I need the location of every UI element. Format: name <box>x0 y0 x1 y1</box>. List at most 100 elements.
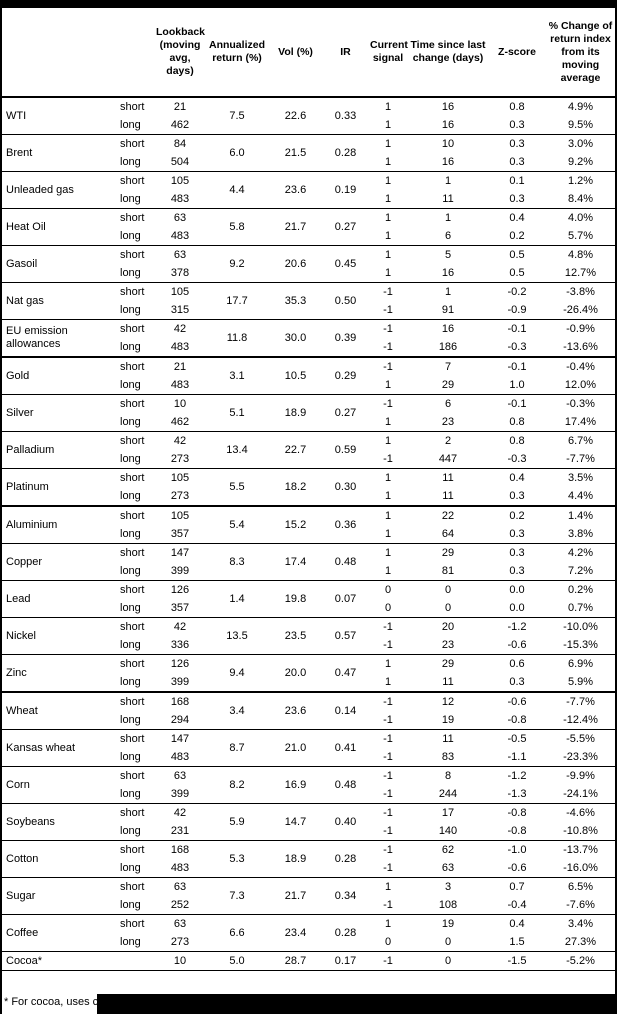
z-score-value: -0.3 <box>507 453 527 465</box>
current-signal-value: -1 <box>368 319 408 338</box>
commodity-name: Cocoa* <box>2 951 112 971</box>
pct-change-value: 3.0% <box>546 134 615 153</box>
leg-label: long <box>120 565 141 577</box>
days-since-change-value: 1 <box>408 171 488 190</box>
z-score-value: 0.3 <box>488 134 546 153</box>
days-since-change-value: 0 <box>444 602 452 614</box>
ir-value: 0.33 <box>334 110 357 122</box>
days-since-change-value: 16 <box>441 119 455 131</box>
momentum-signals-table: Lookback (moving avg, days) Annualized re… <box>2 8 615 971</box>
leg-label: long <box>120 714 141 726</box>
vol-value: 23.6 <box>268 691 323 730</box>
ir-value: 0.28 <box>323 134 368 172</box>
leg-label: short <box>112 803 154 822</box>
days-since-change-value: 17 <box>408 803 488 822</box>
leg-label: short <box>112 617 154 636</box>
z-score-value: 0.3 <box>509 676 525 688</box>
pct-change-value: -3.8% <box>546 282 615 301</box>
pct-change-value: 4.2% <box>546 543 615 562</box>
table-row: long 357 0 0 0.0 0.7% <box>2 599 615 618</box>
leg-label: short <box>112 394 154 413</box>
days-since-change-value: 20 <box>408 617 488 636</box>
current-signal-value: 1 <box>384 101 392 113</box>
leg-label: short <box>112 729 154 748</box>
commodity-name: Cotton <box>2 840 112 878</box>
vol-value: 19.8 <box>268 580 323 618</box>
z-score-value: -0.3 <box>507 341 527 353</box>
annualized-return-value: 3.1 <box>206 356 268 395</box>
commodity-name: Coffee <box>2 914 112 952</box>
commodity-name: Wheat <box>2 691 112 730</box>
lookback-value: 147 <box>154 543 206 562</box>
current-signal-value: 0 <box>368 580 408 599</box>
commodity-name: Platinum <box>2 468 112 506</box>
table-row: long 399 1 11 0.3 5.9% <box>2 673 615 692</box>
days-since-change-value: 23 <box>441 416 455 428</box>
lookback-value: 273 <box>170 936 190 948</box>
leg-label: long <box>120 751 141 763</box>
commodity-name: Nickel <box>2 617 112 655</box>
commodity-name: Gold <box>2 356 112 395</box>
leg-label: short <box>112 654 154 673</box>
current-signal-value: 1 <box>368 208 408 227</box>
pct-change-value: -13.6% <box>563 341 598 353</box>
current-signal-value: -1 <box>368 840 408 859</box>
current-signal-value: -1 <box>383 899 393 911</box>
annualized-return-value: 9.4 <box>206 654 268 692</box>
table-row: EU emission allowances short 42 11.8 30.0 0.3… <box>2 319 615 357</box>
z-score-value: 0.8 <box>509 416 525 428</box>
column-header-3: Annualized return (%) <box>206 8 268 98</box>
current-signal-value: -1 <box>383 341 393 353</box>
table-row: long 462 1 23 0.8 17.4% <box>2 413 615 432</box>
table-row: Lead short 126 1.4 19.8 0.07 0 0 0.0 0.2% <box>2 580 615 618</box>
current-signal-value: 1 <box>384 490 392 502</box>
commodity-name: Silver <box>2 394 112 432</box>
lookback-value: 63 <box>154 877 206 896</box>
annualized-return-value: 5.1 <box>206 394 268 432</box>
current-signal-value: 1 <box>384 416 392 428</box>
table-row: long 273 1 11 0.3 4.4% <box>2 487 615 506</box>
pct-change-value: 7.2% <box>567 565 594 577</box>
footnote-text: * For cocoa, uses c <box>4 995 99 1014</box>
table-row: Gold short 21 3.1 10.5 0.29 -1 7 -0.1 -0.4% <box>2 356 615 395</box>
days-since-change-value: 11 <box>408 729 488 748</box>
table-row: long 273 -1 447 -0.3 -7.7% <box>2 450 615 469</box>
leg-label: short <box>112 691 154 711</box>
days-since-change-value: 29 <box>408 654 488 673</box>
table-row: Soybeans short 42 5.9 14.7 0.40 -1 17 -0.8 -4.6% <box>2 803 615 841</box>
days-since-change-value: 3 <box>408 877 488 896</box>
current-signal-value: -1 <box>383 639 393 651</box>
pct-change-value: -7.6% <box>566 899 595 911</box>
z-score-value: 0.3 <box>509 193 525 205</box>
leg-label: long <box>120 416 141 428</box>
z-score-value: 0.3 <box>509 565 525 577</box>
days-since-change-value: 64 <box>441 528 455 540</box>
lookback-value: 483 <box>170 193 190 205</box>
current-signal-value: 1 <box>368 171 408 190</box>
days-since-change-value: 12 <box>408 691 488 711</box>
current-signal-value: 1 <box>384 528 392 540</box>
pct-change-value: 4.8% <box>546 245 615 264</box>
pct-change-value: -16.0% <box>563 862 598 874</box>
table-row: Sugar short 63 7.3 21.7 0.34 1 3 0.7 6.5% <box>2 877 615 915</box>
current-signal-value: 1 <box>384 267 392 279</box>
lookback-value: 315 <box>170 304 190 316</box>
pct-change-value: -12.4% <box>563 714 598 726</box>
table-row: Cocoa* 10 5.0 28.7 0.17 -1 0 -1.5 -5.2% <box>2 951 615 971</box>
current-signal-value: 1 <box>368 914 408 933</box>
lookback-value: 462 <box>170 416 190 428</box>
days-since-change-value: 16 <box>441 267 455 279</box>
vol-value: 14.7 <box>268 803 323 841</box>
lookback-value: 105 <box>154 468 206 487</box>
table-row: Wheat short 168 3.4 23.6 0.14 -1 12 -0.6 -7.7% <box>2 691 615 730</box>
leg-label: long <box>120 156 141 168</box>
z-score-value: 0.3 <box>509 490 525 502</box>
table-row: long 483 -1 83 -1.1 -23.3% <box>2 748 615 767</box>
table-row: Palladium short 42 13.4 22.7 0.59 1 2 0.8 6.7% <box>2 431 615 469</box>
days-since-change-value: 16 <box>408 319 488 338</box>
days-since-change-value: 16 <box>441 156 455 168</box>
lookback-value: 147 <box>154 729 206 748</box>
annualized-return-value: 8.3 <box>206 543 268 581</box>
commodity-name: Unleaded gas <box>2 171 112 209</box>
footnote-row: * For cocoa, uses c <box>2 992 615 1014</box>
